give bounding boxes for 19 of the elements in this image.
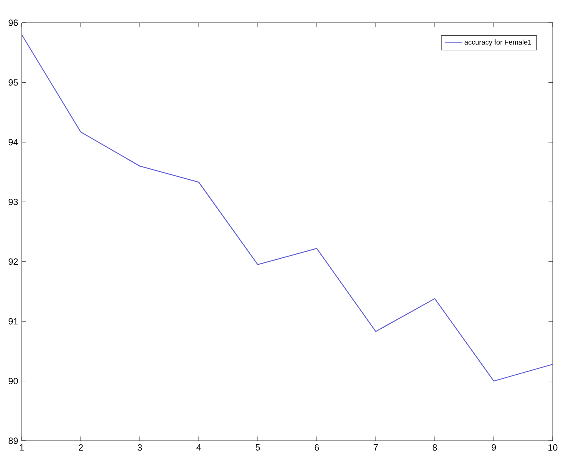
- x-tick-label: 9: [492, 444, 496, 451]
- x-tick-label: 3: [138, 444, 142, 451]
- x-tick-label: 1: [20, 444, 24, 451]
- y-tick-label: 89: [8, 438, 18, 444]
- x-tick-label: 7: [374, 444, 378, 451]
- y-tick-label: 93: [8, 198, 18, 206]
- x-tick-label: 5: [256, 444, 260, 451]
- x-tick-label: 4: [196, 444, 202, 451]
- x-tick-label: 8: [432, 444, 438, 451]
- line-series: [22, 34, 553, 382]
- x-tick-label: 6: [314, 444, 320, 451]
- y-tick-label: 94: [8, 139, 18, 146]
- y-tick-label: 90: [8, 378, 18, 384]
- y-tick-label: 96: [8, 20, 18, 26]
- y-tick-label: 92: [8, 258, 18, 266]
- x-tick-label: 2: [78, 444, 84, 451]
- y-tick-label: 95: [8, 80, 18, 86]
- x-tick-label: 10: [548, 444, 558, 451]
- y-tick-label: 91: [8, 318, 18, 325]
